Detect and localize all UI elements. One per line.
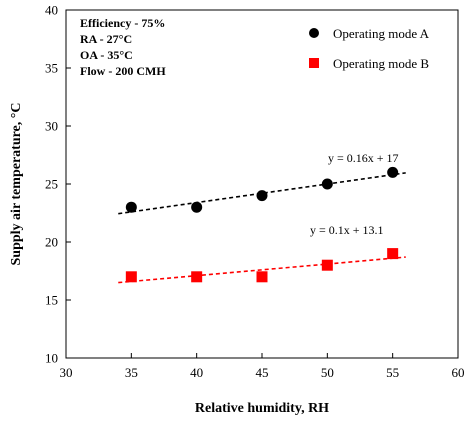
annotation-flow: Flow - 200 CMH — [80, 64, 166, 78]
trendline-series-b — [118, 256, 406, 284]
legend-marker-b — [309, 58, 319, 68]
x-tick-label: 40 — [190, 365, 203, 380]
x-tick-label: 50 — [321, 365, 334, 380]
y-tick-label: 10 — [45, 351, 58, 366]
plot-area — [65, 9, 459, 359]
point-mode-a — [125, 201, 137, 213]
x-tick-label: 55 — [386, 365, 399, 380]
x-tick-label: 45 — [256, 365, 269, 380]
x-tick-label: 60 — [452, 365, 465, 380]
annotation-ra: RA - 27°C — [80, 32, 132, 46]
trendline-series-a — [118, 172, 406, 215]
point-mode-b — [321, 259, 333, 271]
annotation-block: Efficiency - 75% RA - 27°C OA - 35°C Flo… — [80, 16, 166, 78]
x-tick-label: 30 — [60, 365, 73, 380]
legend-label-a: Operating mode A — [333, 26, 430, 41]
point-mode-a — [387, 166, 399, 178]
trendline-label-b: y = 0.1x + 13.1 — [310, 223, 384, 237]
legend-marker-a — [309, 28, 319, 38]
y-tick-label: 40 — [45, 3, 58, 18]
y-axis-label: Supply air temperature, °C — [9, 103, 24, 266]
point-mode-b — [387, 248, 399, 260]
legend-label-b: Operating mode B — [333, 56, 429, 71]
trendline-label-a: y = 0.16x + 17 — [328, 151, 399, 165]
point-mode-b — [125, 271, 137, 283]
y-tick-label: 35 — [45, 61, 58, 76]
point-mode-b — [191, 271, 203, 283]
annotation-efficiency: Efficiency - 75% — [80, 16, 165, 30]
y-tick-label: 25 — [45, 177, 58, 192]
y-tick-label: 30 — [45, 119, 58, 134]
y-tick-label: 20 — [45, 235, 58, 250]
markers-layer — [125, 166, 399, 283]
x-tick-label: 35 — [125, 365, 138, 380]
y-tick-label: 15 — [45, 293, 58, 308]
legend: Operating mode A Operating mode B — [309, 26, 430, 71]
point-mode-a — [321, 178, 333, 190]
ticks-layer: 30 35 40 45 50 55 60 10 15 20 25 30 35 40 — [45, 3, 465, 381]
point-mode-a — [256, 190, 268, 202]
annotation-oa: OA - 35°C — [80, 48, 133, 62]
point-mode-b — [256, 271, 268, 283]
point-mode-a — [191, 201, 203, 213]
trendlines-layer — [118, 172, 406, 284]
x-axis-label: Relative humidity, RH — [195, 401, 329, 416]
